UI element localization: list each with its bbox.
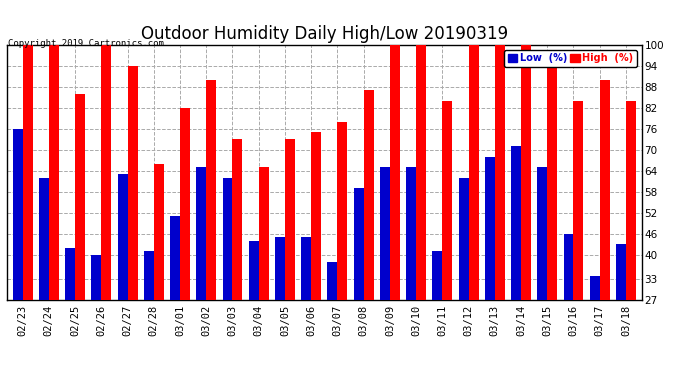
Bar bbox=[49, 45, 59, 300]
Bar bbox=[39, 178, 49, 300]
Bar bbox=[495, 45, 505, 300]
Bar bbox=[206, 80, 216, 300]
Bar bbox=[311, 132, 321, 300]
Bar bbox=[302, 237, 311, 300]
Bar bbox=[564, 234, 573, 300]
Bar bbox=[170, 216, 180, 300]
Bar bbox=[128, 66, 137, 300]
Bar bbox=[616, 244, 626, 300]
Bar bbox=[12, 129, 23, 300]
Bar bbox=[511, 146, 521, 300]
Bar bbox=[101, 45, 111, 300]
Bar bbox=[538, 167, 547, 300]
Bar bbox=[521, 45, 531, 300]
Bar bbox=[364, 90, 373, 300]
Bar bbox=[416, 45, 426, 300]
Bar bbox=[249, 241, 259, 300]
Bar bbox=[380, 167, 390, 300]
Bar bbox=[91, 255, 101, 300]
Bar bbox=[590, 276, 600, 300]
Bar bbox=[442, 101, 453, 300]
Bar bbox=[222, 178, 233, 300]
Bar bbox=[144, 251, 154, 300]
Bar bbox=[233, 140, 242, 300]
Bar bbox=[285, 140, 295, 300]
Bar bbox=[154, 164, 164, 300]
Bar bbox=[433, 251, 442, 300]
Bar bbox=[485, 157, 495, 300]
Bar bbox=[328, 262, 337, 300]
Bar bbox=[547, 66, 558, 300]
Bar bbox=[626, 101, 636, 300]
Bar bbox=[259, 167, 268, 300]
Text: Copyright 2019 Cartronics.com: Copyright 2019 Cartronics.com bbox=[8, 39, 164, 48]
Bar bbox=[275, 237, 285, 300]
Bar bbox=[337, 122, 347, 300]
Bar bbox=[117, 174, 128, 300]
Bar bbox=[406, 167, 416, 300]
Bar bbox=[573, 101, 584, 300]
Bar bbox=[180, 108, 190, 300]
Bar bbox=[23, 45, 32, 300]
Bar bbox=[65, 248, 75, 300]
Bar bbox=[390, 45, 400, 300]
Legend: Low  (%), High  (%): Low (%), High (%) bbox=[504, 50, 637, 67]
Bar bbox=[196, 167, 206, 300]
Bar bbox=[354, 188, 364, 300]
Title: Outdoor Humidity Daily High/Low 20190319: Outdoor Humidity Daily High/Low 20190319 bbox=[141, 26, 508, 44]
Bar bbox=[459, 178, 469, 300]
Bar bbox=[75, 94, 85, 300]
Bar bbox=[600, 80, 610, 300]
Bar bbox=[469, 45, 479, 300]
